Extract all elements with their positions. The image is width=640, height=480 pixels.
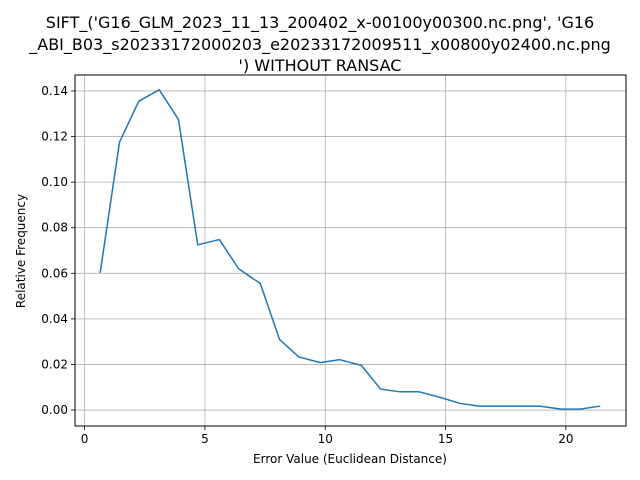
y-tick-label: 0.10 xyxy=(41,175,68,189)
axes-frame xyxy=(74,74,627,427)
y-tick-label: 0.12 xyxy=(41,130,68,144)
chart-title-line-1: SIFT_('G16_GLM_2023_11_13_200402_x-00100… xyxy=(45,13,595,32)
x-tick-label: 15 xyxy=(438,432,453,446)
y-tick-label: 0.08 xyxy=(41,221,68,235)
grid-lines xyxy=(75,75,626,426)
x-tick-label: 20 xyxy=(558,432,573,446)
chart-title-line-3: ') WITHOUT RANSAC xyxy=(238,56,402,75)
tick-marks xyxy=(71,90,567,430)
series-line xyxy=(99,89,601,410)
x-tick-label: 10 xyxy=(318,432,333,446)
y-tick-label: 0.00 xyxy=(41,403,68,417)
x-axis-label: Error Value (Euclidean Distance) xyxy=(253,452,447,466)
y-tick-label: 0.14 xyxy=(41,84,68,98)
x-tick-label: 0 xyxy=(81,432,89,446)
y-tick-label: 0.02 xyxy=(41,357,68,371)
y-tick-label: 0.04 xyxy=(41,312,68,326)
series-layer xyxy=(99,89,601,410)
chart-title-line-2: _ABI_B03_s20233172000203_e20233172009511… xyxy=(29,35,611,54)
tick-labels: 0 5 10 15 20 0.00 0.02 0.04 0.06 0.08 0.10 0.12 0.14 xyxy=(41,84,573,446)
y-tick-label: 0.06 xyxy=(41,266,68,280)
x-tick-label: 5 xyxy=(201,432,209,446)
y-axis-label: Relative Frequency xyxy=(14,194,28,308)
